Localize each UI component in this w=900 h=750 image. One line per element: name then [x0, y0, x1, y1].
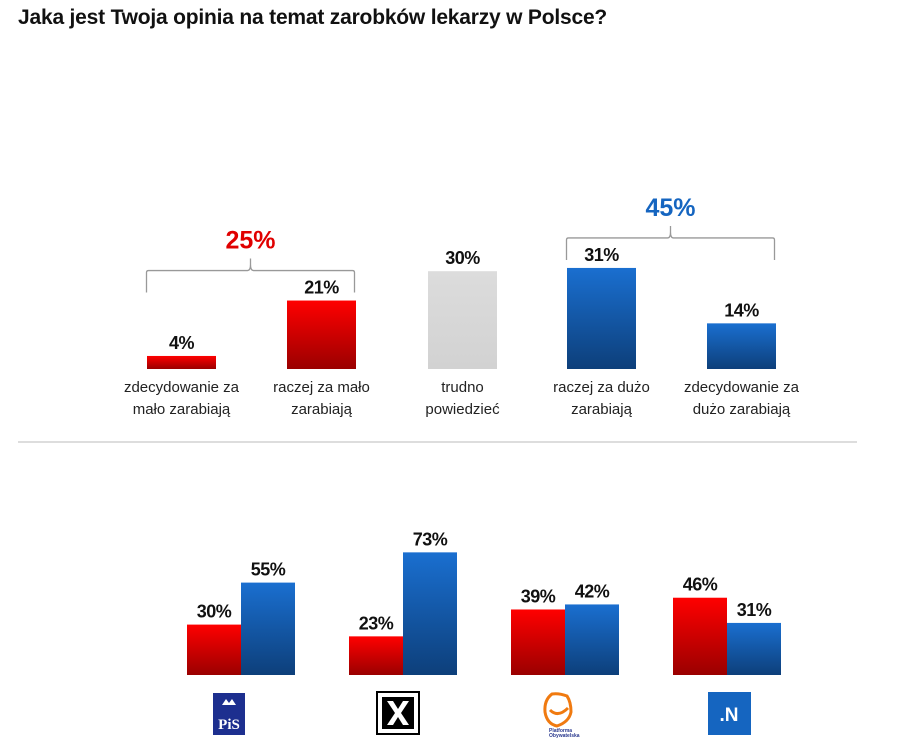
- pis-logo: PiS: [213, 693, 245, 735]
- data-label: 4%: [169, 333, 195, 353]
- category-label: mało zarabiają: [133, 401, 231, 418]
- bar: [707, 323, 776, 369]
- data-label: 46%: [683, 575, 718, 595]
- category-label: raczej za dużo: [553, 379, 650, 396]
- chart-title: Jaka jest Twoja opinia na temat zarobków…: [18, 6, 608, 29]
- group-total-label: 25%: [225, 227, 275, 255]
- kukiz-logo: [376, 691, 420, 735]
- category-label: zdecydowanie za: [684, 379, 800, 396]
- bar-blue: [403, 552, 457, 675]
- bar-red: [511, 609, 565, 675]
- group-bracket: [565, 225, 776, 260]
- data-label: 73%: [413, 529, 448, 549]
- bar-blue: [727, 622, 781, 675]
- category-label: zarabiają: [291, 401, 353, 418]
- category-label: zdecydowanie za: [124, 379, 240, 396]
- group-total-label: 45%: [645, 194, 695, 222]
- data-label: 30%: [197, 602, 232, 622]
- bar-blue: [241, 582, 295, 675]
- category-label: raczej za mało: [273, 379, 370, 396]
- data-label: 31%: [737, 600, 772, 620]
- bar: [147, 355, 216, 369]
- bar-red: [187, 624, 241, 675]
- data-label: 14%: [724, 300, 759, 320]
- bar: [567, 267, 636, 369]
- svg-text:Platforma: Platforma: [549, 728, 572, 734]
- bar-red: [349, 636, 403, 675]
- data-label: 42%: [575, 581, 610, 601]
- bar: [428, 271, 497, 369]
- bar: [287, 300, 356, 369]
- bar-red: [673, 597, 727, 675]
- data-label: 55%: [251, 560, 286, 580]
- bar-blue: [565, 604, 619, 675]
- svg-text:.N: .N: [720, 705, 739, 726]
- nowoczesna-logo: .N: [708, 692, 751, 735]
- data-label: 23%: [359, 613, 394, 633]
- data-label: 39%: [521, 586, 556, 606]
- category-label: dużo zarabiają: [693, 401, 791, 418]
- data-label: 30%: [445, 248, 480, 268]
- po-logo: Platforma Obywatelska: [543, 692, 580, 739]
- category-label: powiedzieć: [425, 401, 500, 418]
- category-label: zarabiają: [571, 401, 633, 418]
- svg-text:PiS: PiS: [218, 717, 240, 733]
- data-label: 31%: [584, 245, 619, 265]
- category-label: trudno: [441, 379, 484, 396]
- group-bracket: [145, 258, 356, 293]
- data-label: 21%: [304, 278, 339, 298]
- svg-text:Obywatelska: Obywatelska: [549, 733, 580, 739]
